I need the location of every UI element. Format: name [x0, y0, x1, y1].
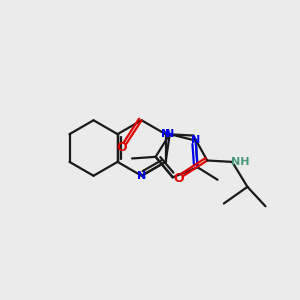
Text: NH: NH	[231, 157, 249, 167]
Text: N: N	[161, 129, 170, 139]
Text: N: N	[137, 171, 146, 181]
Text: O: O	[173, 172, 184, 185]
Text: N: N	[191, 135, 200, 145]
Text: N: N	[165, 129, 174, 139]
Text: O: O	[116, 141, 127, 154]
